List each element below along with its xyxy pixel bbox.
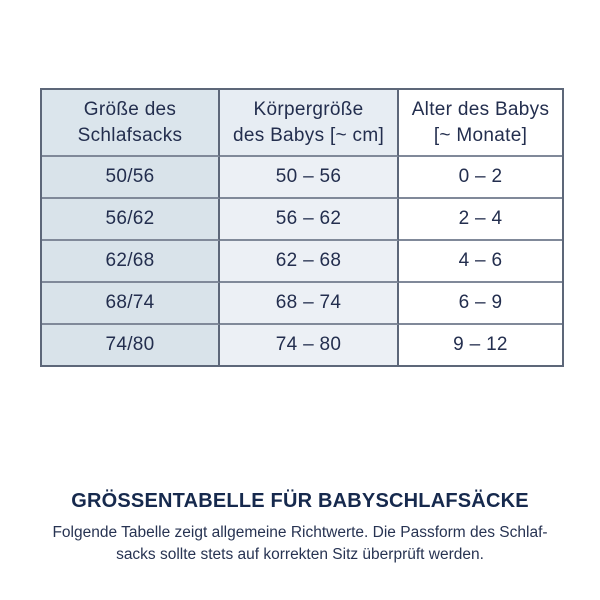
- table-row: 50/56 50 – 56 0 – 2: [42, 157, 562, 199]
- description-line-1: Folgende Tabelle zeigt allgemeine Richtw…: [52, 524, 548, 541]
- header-sleeping-bag-size: Größe des Schlafsacks: [42, 90, 220, 157]
- cell-body-height: 56 – 62: [220, 199, 399, 241]
- cell-bag-size: 74/80: [42, 325, 220, 365]
- cell-age: 0 – 2: [399, 157, 562, 199]
- header-line: [~ Monate]: [433, 124, 528, 146]
- cell-body-height: 50 – 56: [220, 157, 399, 199]
- table-row: 62/68 62 – 68 4 – 6: [42, 241, 562, 283]
- cell-bag-size: 50/56: [42, 157, 220, 199]
- cell-bag-size: 68/74: [42, 283, 220, 325]
- cell-bag-size: 62/68: [42, 241, 220, 283]
- cell-bag-size: 56/62: [42, 199, 220, 241]
- size-chart-description: Folgende Tabelle zeigt allgemeine Richtw…: [0, 522, 600, 566]
- cell-age: 4 – 6: [399, 241, 562, 283]
- table-header-row: Größe des Schlafsacks Körpergröße des Ba…: [42, 90, 562, 157]
- description-line-2: sacks sollte stets auf korrekten Sitz üb…: [116, 546, 484, 563]
- header-line: Körpergröße: [253, 98, 364, 120]
- header-line: Alter des Babys: [411, 98, 550, 120]
- header-line: des Babys [~ cm]: [232, 124, 385, 146]
- footer-section: GRÖSSENTABELLE FÜR BABYSCHLAFSÄCKE Folge…: [0, 490, 600, 566]
- header-line: Schlafsacks: [77, 124, 183, 146]
- cell-body-height: 62 – 68: [220, 241, 399, 283]
- cell-body-height: 68 – 74: [220, 283, 399, 325]
- cell-body-height: 74 – 80: [220, 325, 399, 365]
- size-chart-title: GRÖSSENTABELLE FÜR BABYSCHLAFSÄCKE: [71, 490, 529, 512]
- header-body-height: Körpergröße des Babys [~ cm]: [220, 90, 399, 157]
- size-table: Größe des Schlafsacks Körpergröße des Ba…: [40, 88, 564, 367]
- table-row: 74/80 74 – 80 9 – 12: [42, 325, 562, 365]
- table-row: 68/74 68 – 74 6 – 9: [42, 283, 562, 325]
- cell-age: 6 – 9: [399, 283, 562, 325]
- cell-age: 9 – 12: [399, 325, 562, 365]
- cell-age: 2 – 4: [399, 199, 562, 241]
- header-baby-age: Alter des Babys [~ Monate]: [399, 90, 562, 157]
- header-line: Größe des: [83, 98, 177, 120]
- table-row: 56/62 56 – 62 2 – 4: [42, 199, 562, 241]
